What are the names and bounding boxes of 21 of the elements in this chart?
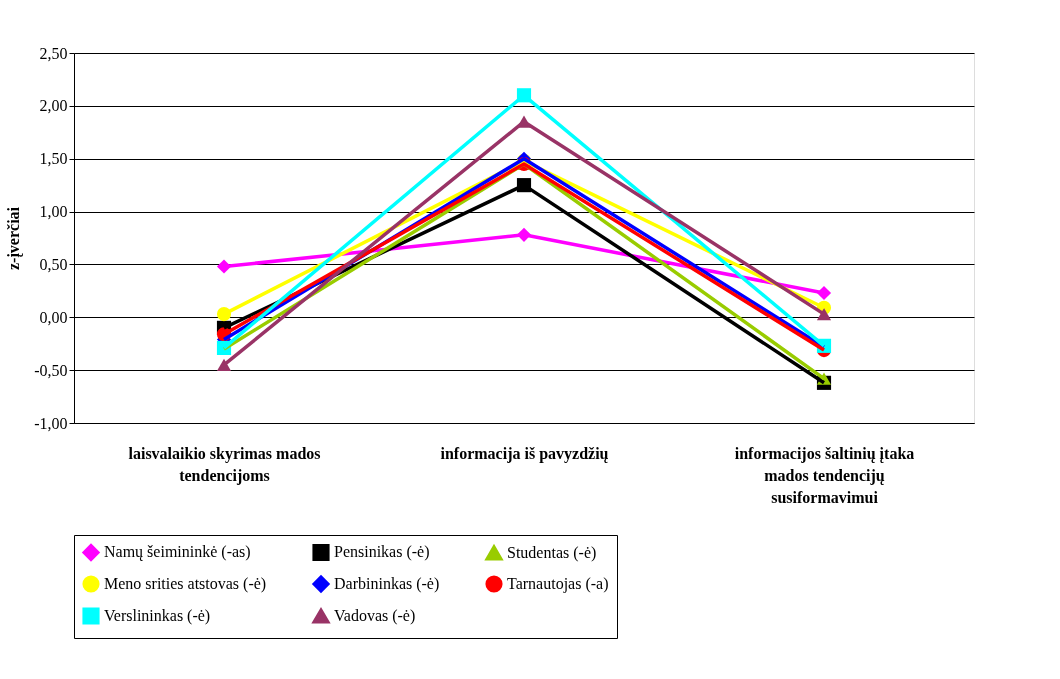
legend-label: Studentas (-ė) (507, 543, 597, 562)
legend-label: Meno srities atstovas (-ė) (104, 575, 267, 593)
x-tick-label: informacija iš pavyzdžių (440, 444, 609, 463)
legend-label: Verslininkas (-ė) (104, 607, 211, 625)
legend-label: Vadovas (-ė) (334, 607, 416, 625)
legend-label: Pensinikas (-ė) (334, 543, 430, 562)
y-tick-label: 1,50 (39, 150, 68, 168)
y-tick-label: 2,50 (39, 44, 68, 62)
point (816, 285, 832, 301)
y-axis-title: z-įverčiai (5, 206, 24, 271)
legend-label: Namų šeimininkė (-as) (104, 543, 251, 562)
x-tick-label: laisvalaikio skyrimas mados tendencijoms (128, 444, 321, 485)
legend-label: Darbininkas (-ė) (334, 575, 440, 593)
y-tick-label: 0,50 (39, 255, 68, 273)
y-tick-label: 0,00 (39, 308, 68, 326)
x-tick-label: informacijos šaltinių įtaka mados tendencijų susiformavimui (734, 444, 915, 506)
y-tick-label: -0,50 (34, 361, 68, 379)
y-tick-label: 2,00 (39, 97, 68, 115)
y-tick-label: 1,00 (39, 203, 68, 221)
legend-label: Tarnautojas (-a) (507, 575, 609, 593)
y-tick-label: -1,00 (34, 414, 68, 432)
